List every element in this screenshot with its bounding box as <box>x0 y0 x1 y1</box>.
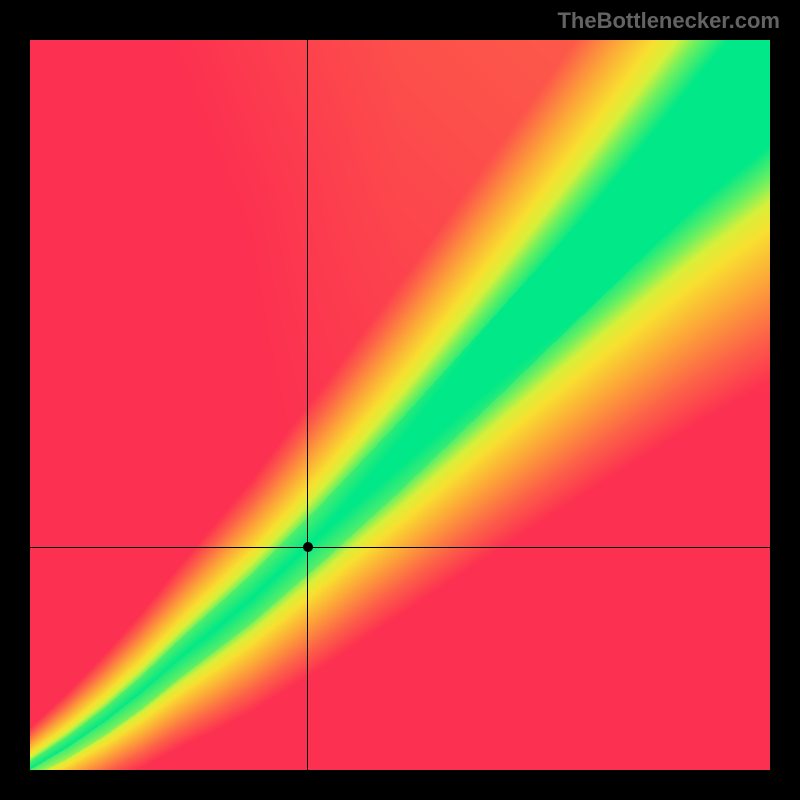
watermark-text: TheBottlenecker.com <box>557 8 780 34</box>
crosshair-vertical <box>307 40 308 770</box>
crosshair-marker <box>303 542 313 552</box>
heatmap-canvas <box>30 40 770 770</box>
crosshair-horizontal <box>30 547 770 548</box>
heatmap-plot <box>30 40 770 770</box>
